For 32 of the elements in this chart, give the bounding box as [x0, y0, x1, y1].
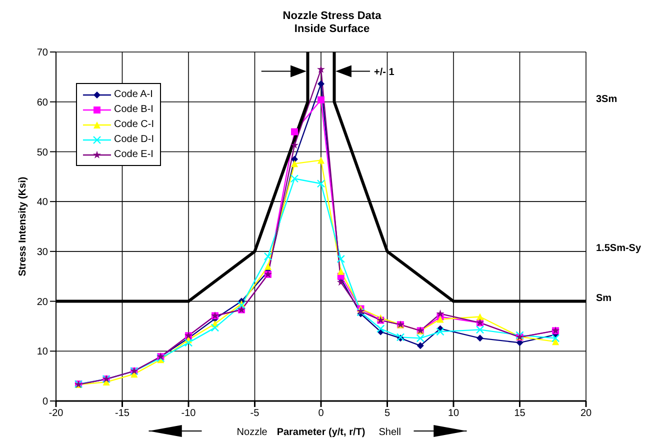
- y-tick-label: 20: [36, 296, 48, 308]
- annotation: +/- 1: [374, 67, 395, 78]
- legend-label: Code E-I: [114, 149, 154, 160]
- x-tick-label: -20: [48, 408, 64, 420]
- x-tick-label: 10: [448, 408, 460, 420]
- y-tick-label: 70: [36, 48, 48, 59]
- chart-subtitle: Inside Surface: [294, 23, 370, 35]
- text: Nozzle: [236, 427, 268, 438]
- x-tick-label: 20: [580, 408, 592, 420]
- y-tick-label: 30: [36, 246, 48, 258]
- legend-label: Code B-I: [114, 104, 154, 115]
- x-axis-title: Parameter (y/t, r/T): [276, 427, 366, 438]
- x-tick-label: 15: [514, 408, 526, 420]
- x-tick-label: -15: [115, 408, 130, 420]
- legend-label: Code C-I: [114, 119, 154, 130]
- x-tick-label: 0: [318, 408, 324, 420]
- x-tick-label: -10: [181, 408, 196, 420]
- y-axis-title: Stress Intensity (Ksi): [18, 176, 29, 276]
- x-tick-label: -5: [250, 408, 260, 420]
- text: Sm: [596, 293, 612, 304]
- y-tick-label: 0: [42, 396, 48, 408]
- y-tick-label: 60: [36, 97, 48, 108]
- legend-label: Code D-I: [114, 134, 154, 145]
- y-tick-label: 50: [36, 147, 48, 158]
- x-tick-label: 5: [384, 408, 390, 420]
- text: Shell: [378, 427, 402, 438]
- chart-title: Nozzle Stress Data: [282, 10, 382, 22]
- text: 3Sm: [596, 94, 618, 105]
- text: 1.5Sm-Sy: [596, 243, 642, 254]
- y-tick-label: 40: [36, 197, 48, 208]
- legend-label: Code A-I: [114, 89, 153, 100]
- y-tick-label: 10: [36, 346, 48, 358]
